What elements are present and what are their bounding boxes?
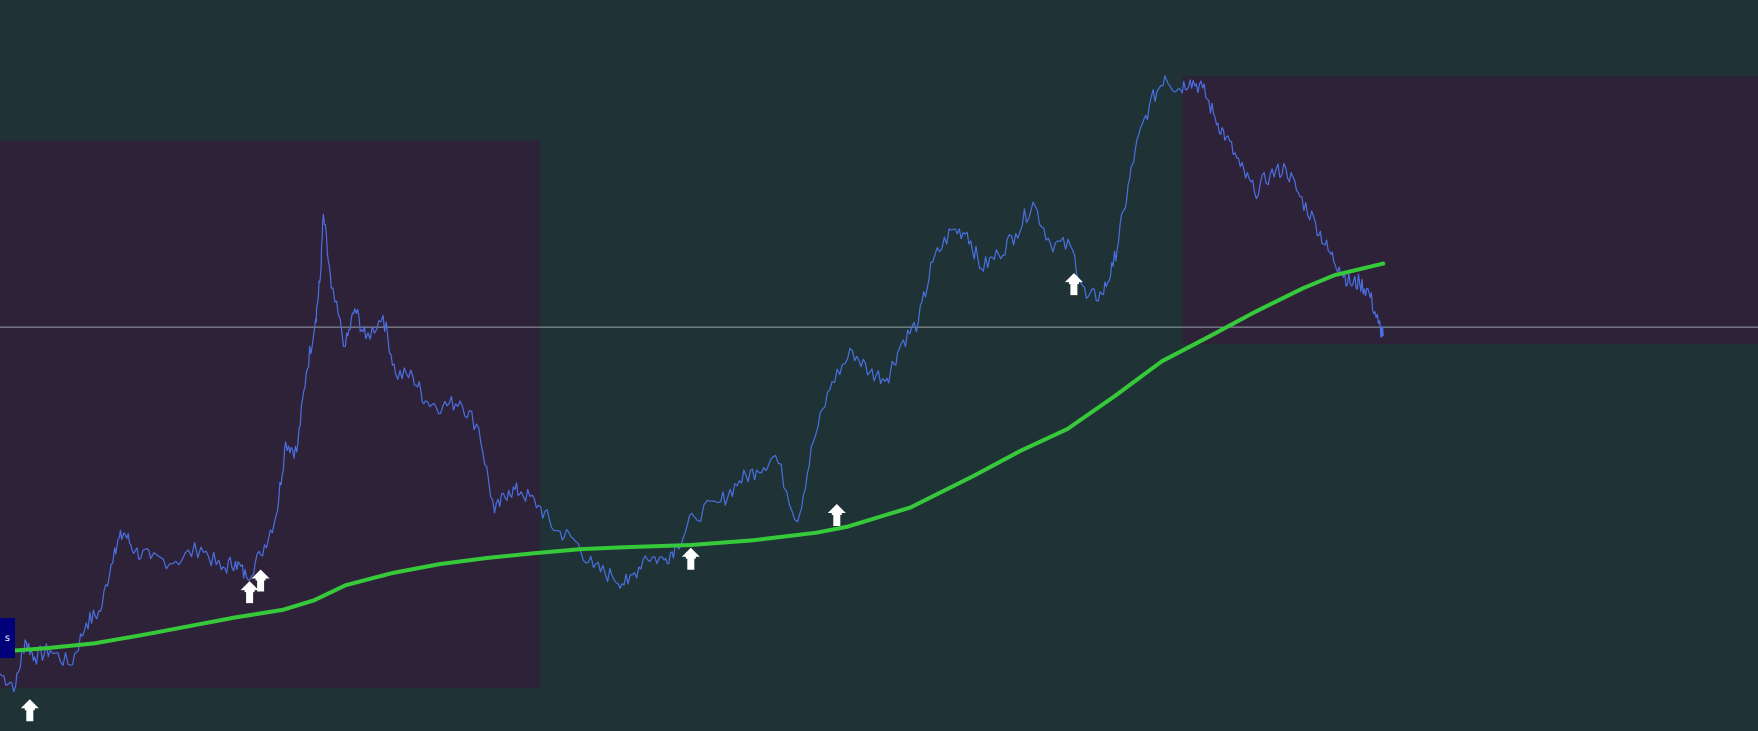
up-arrow-marker-6 <box>1064 273 1083 296</box>
up-arrow-marker-5 <box>827 504 846 526</box>
up-arrow-marker-3 <box>251 569 270 592</box>
up-arrow-icon <box>251 569 270 592</box>
up-arrow-marker-2 <box>240 581 259 604</box>
up-arrow-marker-1 <box>20 699 39 722</box>
up-arrow-icon <box>240 581 259 604</box>
symbol-badge[interactable]: s <box>0 618 15 658</box>
up-arrow-icon <box>827 504 846 526</box>
up-arrow-marker-4 <box>681 547 700 570</box>
shaded-zone-1 <box>0 140 541 688</box>
up-arrow-icon <box>681 547 700 570</box>
up-arrow-icon <box>1064 273 1083 296</box>
up-arrow-icon <box>20 699 39 722</box>
moving-average-line <box>0 261 1386 654</box>
